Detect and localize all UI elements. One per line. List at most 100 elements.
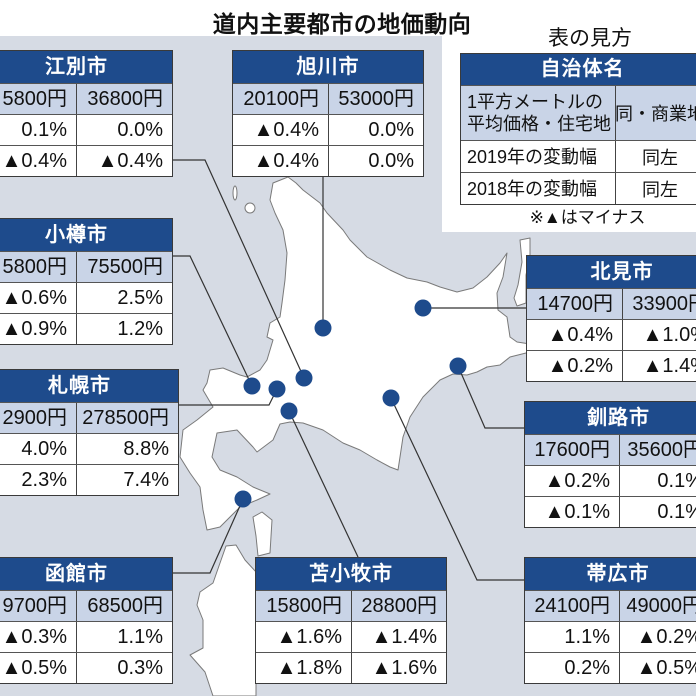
residential-change-2019: ▲0.6% xyxy=(0,283,77,313)
leader-line-tomakomai xyxy=(288,410,359,558)
legend-text-line1: 1平方メートルの xyxy=(467,92,604,112)
residential-price: 2900円 xyxy=(0,403,77,433)
legend-row-price: 1平方メートルの 平均価格・住宅地 同・商業地 xyxy=(461,85,696,140)
commercial-change-2018: 0.0% xyxy=(368,150,414,172)
residential-change-2019: 1.1% xyxy=(525,622,620,652)
commercial-change-2018: 0.3% xyxy=(117,657,163,679)
change-2019-row: ▲0.3% 1.1% xyxy=(0,621,172,652)
price-row: 20100円 53000円 xyxy=(233,83,423,114)
legend-cell-2019-commercial: 同左 xyxy=(642,147,678,168)
residential-change-2019: ▲0.2% xyxy=(525,466,620,496)
change-2018-row: ▲0.4% 0.0% xyxy=(233,145,423,176)
land xyxy=(179,176,531,696)
marker-obihiro xyxy=(382,389,400,407)
city-name: 釧路市 xyxy=(525,402,696,434)
city-name: 帯広市 xyxy=(525,558,696,590)
city-table-otaru: 小樽市 5800円 75500円 ▲0.6% 2.5% ▲0.9% 1.2% xyxy=(0,218,173,345)
commercial-change-2019: 8.8% xyxy=(123,438,169,460)
price-row: 15800円 28800円 xyxy=(256,590,446,621)
residential-change-2018: ▲0.4% xyxy=(233,146,329,176)
change-2018-row: ▲1.8% ▲1.6% xyxy=(256,652,446,683)
leader-line-otaru xyxy=(172,255,253,387)
city-table-tomakomai: 苫小牧市 15800円 28800円 ▲1.6% ▲1.4% ▲1.8% ▲1.… xyxy=(255,557,447,684)
residential-price: 24100円 xyxy=(525,591,620,621)
residential-change-2018: ▲0.1% xyxy=(525,497,620,527)
residential-price: 5800円 xyxy=(0,252,77,282)
change-2018-row: 2.3% 7.4% xyxy=(0,464,178,495)
residential-price: 5800円 xyxy=(0,84,77,114)
city-name: 旭川市 xyxy=(233,51,423,83)
leader-line-hakodate xyxy=(172,498,244,574)
change-2018-row: ▲0.9% 1.2% xyxy=(0,313,172,344)
leader-line-ebetsu xyxy=(172,159,305,379)
marker-hakodate xyxy=(234,490,252,508)
marker-kitami xyxy=(414,299,432,317)
residential-change-2018: ▲0.4% xyxy=(0,146,77,176)
legend-text-line2: 平均価格・住宅地 xyxy=(467,114,611,134)
legend-cell-2018-commercial: 同左 xyxy=(642,179,678,200)
price-row: 5800円 75500円 xyxy=(0,251,172,282)
change-2018-row: ▲0.1% 0.1% xyxy=(525,496,696,527)
rebun-island xyxy=(232,185,238,201)
page-title: 道内主要都市の地価動向 xyxy=(212,11,472,37)
legend-note: ※▲はマイナス xyxy=(529,208,646,227)
change-2019-row: ▲0.2% 0.1% xyxy=(525,465,696,496)
city-table-kushiro: 釧路市 17600円 35600円 ▲0.2% 0.1% ▲0.1% 0.1% xyxy=(524,401,696,528)
residential-change-2019: ▲0.3% xyxy=(0,622,77,652)
city-table-hakodate: 函館市 9700円 68500円 ▲0.3% 1.1% ▲0.5% 0.3% xyxy=(0,557,173,684)
marker-otaru xyxy=(243,377,261,395)
legend-cell-2018: 2018年の変動幅 xyxy=(461,173,616,204)
commercial-change-2018: 1.2% xyxy=(117,318,163,340)
residential-price: 20100円 xyxy=(233,84,329,114)
residential-price: 14700円 xyxy=(527,289,623,319)
marker-kushiro xyxy=(449,357,467,375)
price-row: 2900円 278500円 xyxy=(0,402,178,433)
legend-label: 表の見方 xyxy=(548,27,632,50)
change-2019-row: ▲0.4% ▲1.0% xyxy=(527,319,696,350)
rishiri-island xyxy=(244,202,256,214)
residential-price: 15800円 xyxy=(256,591,352,621)
change-2018-row: ▲0.5% 0.3% xyxy=(0,652,172,683)
change-2018-row: 0.2% ▲0.5% xyxy=(525,652,696,683)
commercial-price: 278500円 xyxy=(82,407,169,429)
commercial-change-2019: 0.0% xyxy=(368,119,414,141)
change-2019-row: ▲0.4% 0.0% xyxy=(233,114,423,145)
legend-row-2019: 2019年の変動幅 同左 xyxy=(461,140,696,172)
residential-change-2018: ▲1.8% xyxy=(256,653,352,683)
residential-change-2018: ▲0.2% xyxy=(527,351,623,381)
city-table-obihiro: 帯広市 24100円 49000円 1.1% ▲0.2% 0.2% ▲0.5% xyxy=(524,557,696,684)
commercial-price: 75500円 xyxy=(87,256,163,278)
commercial-price: 49000円 xyxy=(626,595,696,617)
marker-asahikawa xyxy=(314,319,332,337)
city-table-kitami: 北見市 14700円 33900円 ▲0.4% ▲1.0% ▲0.2% ▲1.4… xyxy=(526,255,696,382)
commercial-price: 35600円 xyxy=(627,439,696,461)
leader-line-obihiro xyxy=(390,397,524,581)
commercial-price: 33900円 xyxy=(632,293,696,315)
price-row: 9700円 68500円 xyxy=(0,590,172,621)
commercial-change-2018: ▲0.4% xyxy=(97,150,163,172)
commercial-change-2019: 1.1% xyxy=(117,626,163,648)
commercial-price: 36800円 xyxy=(87,88,163,110)
legend-cell-commercial-price: 同・商業地 xyxy=(616,104,696,124)
commercial-change-2019: ▲1.0% xyxy=(642,324,696,346)
city-markers xyxy=(234,299,467,508)
commercial-change-2018: ▲0.5% xyxy=(636,657,696,679)
commercial-change-2018: 0.1% xyxy=(657,501,696,523)
residential-price: 17600円 xyxy=(525,435,620,465)
city-name: 札幌市 xyxy=(0,370,178,402)
commercial-change-2018: ▲1.6% xyxy=(371,657,437,679)
change-2019-row: ▲1.6% ▲1.4% xyxy=(256,621,446,652)
change-2019-row: 0.1% 0.0% xyxy=(0,114,172,145)
city-name: 函館市 xyxy=(0,558,172,590)
residential-change-2018: 0.2% xyxy=(525,653,620,683)
price-row: 17600円 35600円 xyxy=(525,434,696,465)
residential-change-2019: ▲1.6% xyxy=(256,622,352,652)
commercial-change-2018: ▲1.4% xyxy=(642,355,696,377)
change-2018-row: ▲0.4% ▲0.4% xyxy=(0,145,172,176)
commercial-price: 53000円 xyxy=(338,88,414,110)
change-2019-row: 1.1% ▲0.2% xyxy=(525,621,696,652)
honshu-tsugaru xyxy=(189,544,257,696)
legend-row-2018: 2018年の変動幅 同左 xyxy=(461,172,696,204)
city-name: 北見市 xyxy=(527,256,696,288)
legend-cell-residential-price: 1平方メートルの 平均価格・住宅地 xyxy=(461,86,616,140)
